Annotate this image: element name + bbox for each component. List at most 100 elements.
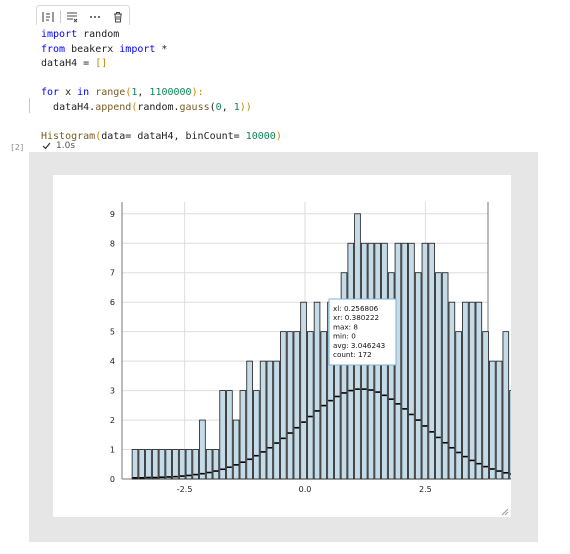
tooltip-line: avg: 3.046243	[333, 341, 385, 350]
code-token: ,	[137, 87, 150, 98]
histogram-bar	[259, 360, 267, 480]
toolbar-separator	[59, 10, 61, 23]
code-token: Histogram	[41, 130, 96, 142]
clear-output-icon[interactable]	[61, 6, 84, 27]
tooltip-line: count: 172	[333, 350, 372, 359]
code-token: ,	[221, 101, 234, 113]
histogram-bar	[502, 331, 510, 480]
histogram-bar	[158, 449, 166, 480]
histogram-bar	[509, 390, 516, 480]
tooltip-line: xl: 0.256806	[333, 304, 379, 313]
x-tick-label: -2.5	[177, 485, 193, 494]
y-tick-label: 5	[110, 328, 115, 337]
code-token: range	[95, 87, 126, 98]
histogram-bar	[151, 449, 159, 480]
resize-handle-icon[interactable]	[499, 506, 509, 516]
y-tick-label: 9	[110, 210, 115, 219]
code-token: *	[155, 43, 168, 55]
histogram-bar	[145, 449, 152, 480]
more-icon[interactable]	[83, 6, 106, 27]
y-tick-label: 8	[110, 239, 115, 248]
histogram-chart[interactable]: 0 1 2 3 4 5 6 7 8 9 -2.5 0.0 2.5 xl: 0.256806 xr: 0.38…	[53, 175, 570, 517]
histogram-bar	[246, 360, 253, 480]
y-tick-label: 7	[110, 269, 115, 278]
y-tick-label: 3	[110, 387, 115, 396]
code-token: data= dataH4, binCount=	[101, 130, 246, 142]
histogram-bar	[280, 331, 287, 480]
histogram-bar	[421, 242, 429, 480]
code-token: in	[77, 87, 90, 98]
code-token: (	[209, 101, 216, 113]
histogram-bar	[408, 242, 415, 480]
y-tick-label: 4	[110, 357, 115, 366]
code-token: random.	[137, 101, 180, 113]
histogram-bar	[401, 242, 408, 480]
code-text: import random from beakerx import * data…	[41, 28, 282, 144]
histogram-bar	[482, 331, 489, 480]
histogram-bar	[192, 449, 199, 480]
histogram-bar	[475, 301, 483, 480]
code-token: import	[41, 29, 78, 40]
code-token: 1100000	[149, 87, 192, 98]
tooltip-line: min: 0	[333, 332, 356, 341]
histogram-bar	[468, 301, 476, 480]
histogram-bar	[448, 301, 456, 480]
histogram-bar	[340, 272, 348, 480]
histogram-bar	[462, 301, 469, 480]
code-token: beakerx	[65, 43, 120, 55]
histogram-bar	[185, 449, 193, 480]
execution-duration: 1.0s	[56, 141, 76, 151]
histogram-bar	[387, 272, 395, 480]
histogram-bar	[165, 449, 172, 480]
code-token: 0	[215, 101, 222, 113]
histogram-bar	[239, 390, 247, 480]
histogram-bar	[307, 331, 314, 480]
y-tick-label: 6	[110, 298, 115, 307]
histogram-bar	[300, 301, 307, 480]
code-token: from	[41, 43, 66, 55]
tooltip-box	[328, 298, 397, 366]
indent-guide	[29, 98, 30, 113]
code-token: gauss	[179, 101, 210, 113]
tooltip-line: xr: 0.380222	[333, 313, 379, 322]
histogram-bar	[428, 242, 435, 480]
histogram-bar	[219, 390, 226, 480]
run-by-line-icon[interactable]	[37, 6, 60, 27]
histogram-bar	[172, 449, 179, 480]
y-tick-label: 2	[110, 416, 115, 425]
code-token: []	[95, 58, 108, 69]
histogram-bar	[414, 272, 422, 480]
histogram-bar	[138, 449, 146, 480]
execution-count: [2]	[10, 143, 25, 152]
code-token: append	[95, 101, 132, 113]
code-token: 1	[131, 87, 138, 98]
histogram-bar	[199, 419, 206, 480]
code-token: dataH4.	[53, 101, 96, 113]
y-tick-label: 0	[110, 475, 115, 484]
histogram-bar	[226, 390, 233, 480]
x-tick-label: 0.0	[299, 485, 312, 494]
histogram-bar	[205, 449, 213, 480]
code-token: ):	[191, 87, 204, 98]
checkmark-icon	[42, 142, 51, 150]
histogram-bar	[131, 449, 139, 480]
code-token: ))	[239, 101, 252, 113]
histogram-bar	[266, 360, 274, 480]
histogram-bar	[178, 449, 186, 480]
y-tick-label: 1	[110, 446, 115, 455]
tooltip-line: max: 8	[333, 322, 358, 331]
histogram-bar	[286, 331, 294, 480]
x-tick-label: 2.5	[419, 485, 432, 494]
histogram-bar	[495, 360, 503, 480]
code-editor[interactable]: import random from beakerx import * data…	[29, 25, 570, 142]
histogram-bar	[232, 419, 240, 480]
delete-icon[interactable]	[106, 6, 129, 27]
histogram-bar	[212, 449, 220, 480]
code-token: random	[77, 29, 120, 40]
histogram-bar	[435, 272, 442, 480]
histogram-bar	[273, 360, 280, 480]
histogram-bar	[455, 331, 462, 480]
code-token: dataH4 =	[41, 58, 96, 69]
code-token: )	[275, 130, 282, 142]
